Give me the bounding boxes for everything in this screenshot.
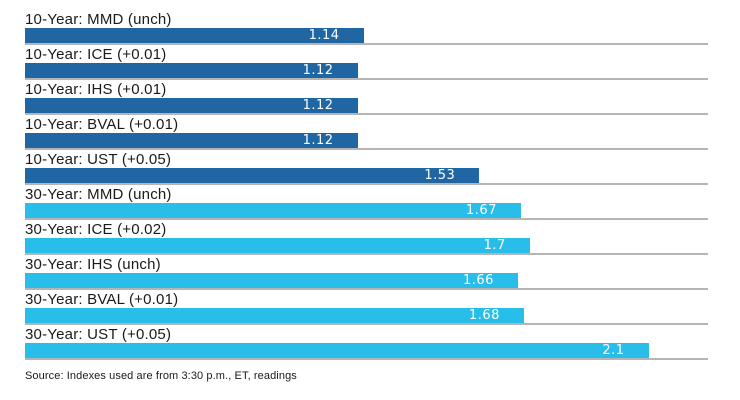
bar-category-label: 10-Year: MMD (unch): [25, 11, 172, 28]
bar-row: 10-Year: ICE (+0.01) 1.12: [25, 45, 708, 80]
bar-track: 1.68: [25, 308, 708, 325]
bar-value-label: 1.68: [468, 308, 500, 323]
bar-row: 30-Year: UST (+0.05) 2.1: [25, 325, 708, 360]
bar: 1.67: [25, 203, 521, 218]
bar-value-label: 1.14: [308, 28, 340, 43]
bar-value-label: 1.12: [302, 98, 334, 113]
bar: 1.12: [25, 98, 358, 113]
bar-track: 1.53: [25, 168, 708, 185]
bar-track: 1.12: [25, 133, 708, 150]
bar-category-label: 10-Year: IHS (+0.01): [25, 81, 167, 98]
bar-row: 30-Year: ICE (+0.02) 1.7: [25, 220, 708, 255]
bar-category-label: 10-Year: ICE (+0.01): [25, 46, 167, 63]
bar: 1.14: [25, 28, 364, 43]
bar-category-label: 30-Year: BVAL (+0.01): [25, 291, 179, 308]
bar-value-label: 1.53: [424, 168, 456, 183]
bar-track: 1.66: [25, 273, 708, 290]
bar-value-label: 2.1: [602, 343, 625, 358]
bar-category-label: 30-Year: IHS (unch): [25, 256, 161, 273]
bar-track: 1.7: [25, 238, 708, 255]
bar-track: 1.67: [25, 203, 708, 220]
bar-value-label: 1.12: [302, 133, 334, 148]
bar-value-label: 1.67: [465, 203, 497, 218]
bar: 1.53: [25, 168, 480, 183]
bar-value-label: 1.66: [462, 273, 494, 288]
bar: 1.7: [25, 238, 530, 253]
bar-row: 30-Year: MMD (unch) 1.67: [25, 185, 708, 220]
bar-value-label: 1.7: [483, 238, 506, 253]
bar-category-label: 30-Year: UST (+0.05): [25, 326, 172, 343]
bar: 1.12: [25, 63, 358, 78]
bar-track: 1.12: [25, 98, 708, 115]
bar-track: 2.1: [25, 343, 708, 360]
yield-bar-chart: 10-Year: MMD (unch) 1.14 10-Year: ICE (+…: [25, 10, 708, 382]
bar: 1.66: [25, 273, 518, 288]
bar: 2.1: [25, 343, 649, 358]
bar-category-label: 30-Year: ICE (+0.02): [25, 221, 167, 238]
bar-row: 10-Year: BVAL (+0.01) 1.12: [25, 115, 708, 150]
bar-row: 30-Year: BVAL (+0.01) 1.68: [25, 290, 708, 325]
bar-category-label: 10-Year: BVAL (+0.01): [25, 116, 179, 133]
bar-category-label: 10-Year: UST (+0.05): [25, 151, 172, 168]
bar-row: 10-Year: UST (+0.05) 1.53: [25, 150, 708, 185]
source-note: Source: Indexes used are from 3:30 p.m.,…: [25, 370, 297, 382]
bar-row: 10-Year: IHS (+0.01) 1.12: [25, 80, 708, 115]
bar-row: 10-Year: MMD (unch) 1.14: [25, 10, 708, 45]
bar-row: 30-Year: IHS (unch) 1.66: [25, 255, 708, 290]
bar-track: 1.12: [25, 63, 708, 80]
bar: 1.68: [25, 308, 524, 323]
bar-category-label: 30-Year: MMD (unch): [25, 186, 172, 203]
bar-track: 1.14: [25, 28, 708, 45]
bar-value-label: 1.12: [302, 63, 334, 78]
bar: 1.12: [25, 133, 358, 148]
